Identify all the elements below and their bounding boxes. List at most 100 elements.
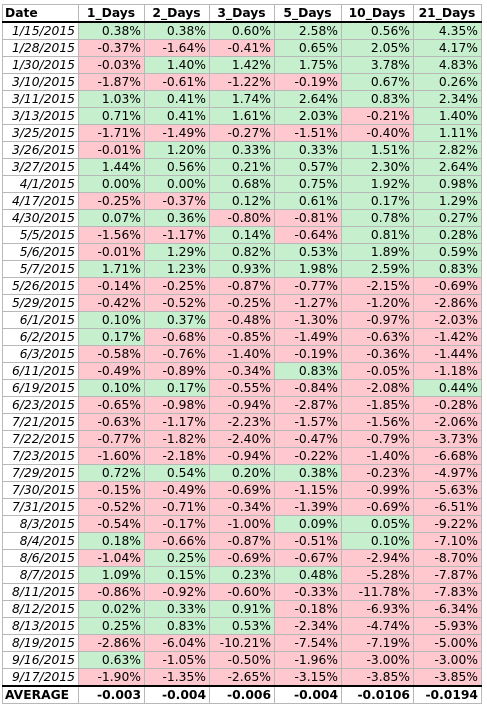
date-cell[interactable]: 6/1/2015 xyxy=(2,311,79,329)
value-cell[interactable]: 3.78% xyxy=(341,56,414,74)
value-cell[interactable]: -1.49% xyxy=(144,124,210,142)
value-cell[interactable]: -0.79% xyxy=(341,430,414,448)
value-cell[interactable]: -0.71% xyxy=(144,498,210,516)
value-cell[interactable]: -1.51% xyxy=(274,124,342,142)
value-cell[interactable]: 2.03% xyxy=(274,107,342,125)
date-cell[interactable]: 7/22/2015 xyxy=(2,430,79,448)
value-cell[interactable]: 0.61% xyxy=(274,192,342,210)
value-cell[interactable]: -1.04% xyxy=(78,549,145,567)
value-cell[interactable]: -0.63% xyxy=(78,413,145,431)
value-cell[interactable]: -0.05% xyxy=(341,362,414,380)
value-cell[interactable]: -0.67% xyxy=(274,549,342,567)
value-cell[interactable]: -0.28% xyxy=(413,396,482,414)
value-cell[interactable]: 0.37% xyxy=(144,311,210,329)
value-cell[interactable]: -11.78% xyxy=(341,583,414,601)
value-cell[interactable]: -7.87% xyxy=(413,566,482,584)
value-cell[interactable]: -0.19% xyxy=(274,73,342,91)
value-cell[interactable]: -0.51% xyxy=(274,532,342,550)
value-cell[interactable]: 2.30% xyxy=(341,158,414,176)
date-cell[interactable]: 6/23/2015 xyxy=(2,396,79,414)
date-cell[interactable]: 8/3/2015 xyxy=(2,515,79,533)
value-cell[interactable]: 0.14% xyxy=(209,226,275,244)
value-cell[interactable]: 4.17% xyxy=(413,39,482,57)
value-cell[interactable]: -2.15% xyxy=(341,277,414,295)
value-cell[interactable]: -2.86% xyxy=(78,634,145,652)
value-cell[interactable]: 2.64% xyxy=(413,158,482,176)
value-cell[interactable]: -6.93% xyxy=(341,600,414,618)
value-cell[interactable]: -1.35% xyxy=(144,668,210,687)
date-cell[interactable]: 5/26/2015 xyxy=(2,277,79,295)
value-cell[interactable]: 0.20% xyxy=(209,464,275,482)
value-cell[interactable]: 0.72% xyxy=(78,464,145,482)
column-header-21-days[interactable]: 21_Days xyxy=(413,4,482,23)
value-cell[interactable]: -1.00% xyxy=(209,515,275,533)
value-cell[interactable]: -0.37% xyxy=(144,192,210,210)
value-cell[interactable]: 0.71% xyxy=(78,107,145,125)
value-cell[interactable]: 2.64% xyxy=(274,90,342,108)
value-cell[interactable]: -0.69% xyxy=(209,481,275,499)
value-cell[interactable]: -0.69% xyxy=(341,498,414,516)
value-cell[interactable]: -1.17% xyxy=(144,226,210,244)
value-cell[interactable]: -0.19% xyxy=(274,345,342,363)
value-cell[interactable]: -2.87% xyxy=(274,396,342,414)
value-cell[interactable]: -0.42% xyxy=(78,294,145,312)
value-cell[interactable]: -0.80% xyxy=(209,209,275,227)
value-cell[interactable]: -1.30% xyxy=(274,311,342,329)
value-cell[interactable]: 0.83% xyxy=(144,617,210,635)
value-cell[interactable]: 0.38% xyxy=(144,21,210,40)
value-cell[interactable]: 0.07% xyxy=(78,209,145,227)
value-cell[interactable]: -2.94% xyxy=(341,549,414,567)
value-cell[interactable]: -9.22% xyxy=(413,515,482,533)
value-cell[interactable]: -3.15% xyxy=(274,668,342,687)
value-cell[interactable]: -1.56% xyxy=(78,226,145,244)
value-cell[interactable]: 0.41% xyxy=(144,107,210,125)
value-cell[interactable]: -0.84% xyxy=(274,379,342,397)
average-cell[interactable]: -0.004 xyxy=(144,685,210,704)
value-cell[interactable]: -3.85% xyxy=(341,668,414,687)
value-cell[interactable]: -0.48% xyxy=(209,311,275,329)
column-header-1-days[interactable]: 1_Days xyxy=(78,4,145,23)
date-cell[interactable]: 5/29/2015 xyxy=(2,294,79,312)
value-cell[interactable]: -0.94% xyxy=(209,396,275,414)
date-cell[interactable]: 8/13/2015 xyxy=(2,617,79,635)
value-cell[interactable]: 0.83% xyxy=(341,90,414,108)
value-cell[interactable]: 0.05% xyxy=(341,515,414,533)
value-cell[interactable]: -0.27% xyxy=(209,124,275,142)
value-cell[interactable]: 1.92% xyxy=(341,175,414,193)
value-cell[interactable]: -0.25% xyxy=(144,277,210,295)
value-cell[interactable]: -5.93% xyxy=(413,617,482,635)
value-cell[interactable]: -2.08% xyxy=(341,379,414,397)
value-cell[interactable]: -1.39% xyxy=(274,498,342,516)
value-cell[interactable]: -0.21% xyxy=(341,107,414,125)
value-cell[interactable]: -1.40% xyxy=(209,345,275,363)
value-cell[interactable]: -4.74% xyxy=(341,617,414,635)
value-cell[interactable]: -2.18% xyxy=(144,447,210,465)
value-cell[interactable]: 0.81% xyxy=(341,226,414,244)
value-cell[interactable]: -0.49% xyxy=(144,481,210,499)
value-cell[interactable]: 0.33% xyxy=(274,141,342,159)
date-cell[interactable]: 4/17/2015 xyxy=(2,192,79,210)
value-cell[interactable]: 0.23% xyxy=(209,566,275,584)
value-cell[interactable]: 0.36% xyxy=(144,209,210,227)
value-cell[interactable]: 1.23% xyxy=(144,260,210,278)
value-cell[interactable]: 1.20% xyxy=(144,141,210,159)
value-cell[interactable]: 0.15% xyxy=(144,566,210,584)
value-cell[interactable]: -0.69% xyxy=(209,549,275,567)
value-cell[interactable]: -1.20% xyxy=(341,294,414,312)
value-cell[interactable]: -0.69% xyxy=(413,277,482,295)
value-cell[interactable]: -0.34% xyxy=(209,362,275,380)
value-cell[interactable]: 0.83% xyxy=(274,362,342,380)
date-cell[interactable]: 7/21/2015 xyxy=(2,413,79,431)
value-cell[interactable]: 2.58% xyxy=(274,21,342,40)
value-cell[interactable]: 2.34% xyxy=(413,90,482,108)
date-cell[interactable]: 8/19/2015 xyxy=(2,634,79,652)
value-cell[interactable]: -1.42% xyxy=(413,328,482,346)
value-cell[interactable]: -0.33% xyxy=(274,583,342,601)
value-cell[interactable]: -0.61% xyxy=(144,73,210,91)
value-cell[interactable]: 0.82% xyxy=(209,243,275,261)
date-cell[interactable]: 7/31/2015 xyxy=(2,498,79,516)
value-cell[interactable]: 0.65% xyxy=(274,39,342,57)
value-cell[interactable]: 1.98% xyxy=(274,260,342,278)
value-cell[interactable]: 1.29% xyxy=(144,243,210,261)
value-cell[interactable]: -2.23% xyxy=(209,413,275,431)
